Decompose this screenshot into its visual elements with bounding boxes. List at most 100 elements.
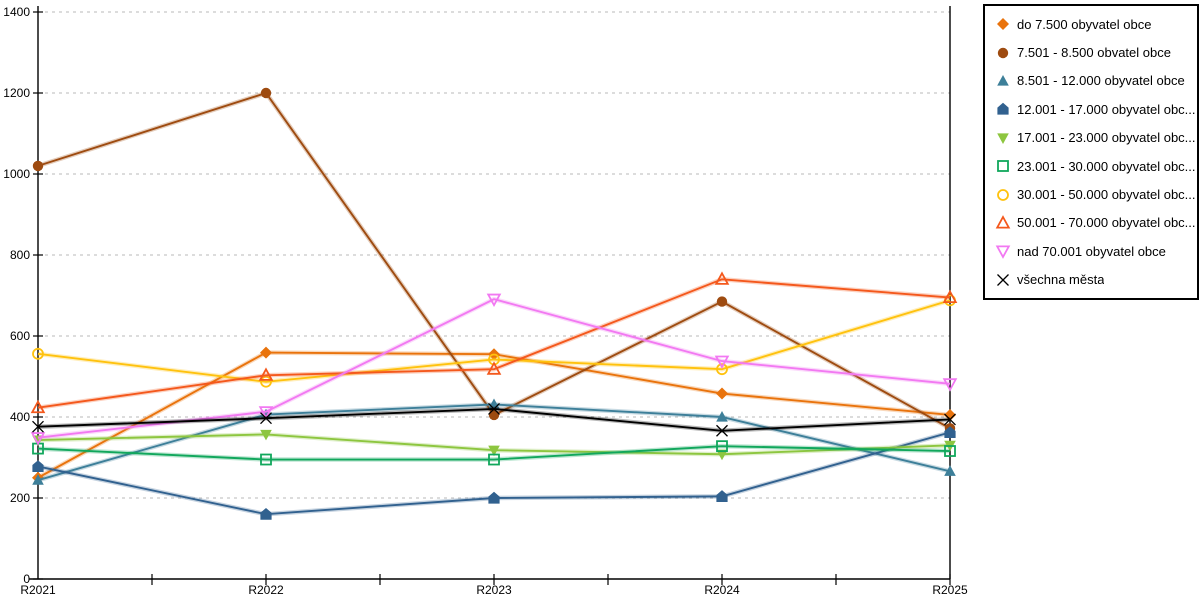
series-3 — [32, 426, 956, 520]
data-point-R2024 — [714, 271, 730, 285]
y-tick-label-1200: 1200 — [3, 86, 30, 100]
x-tick-label-R2024: R2024 — [704, 583, 740, 597]
legend-item-1[interactable]: 7.501 - 8.500 obvatel obce — [995, 39, 1197, 66]
data-point-R2024 — [716, 296, 728, 307]
data-point-R2023 — [488, 491, 500, 504]
legend-item-label: nad 70.001 obyvatel obce — [1017, 243, 1166, 259]
square-hollow-legend-icon — [997, 160, 1009, 173]
data-point-R2023 — [486, 361, 502, 375]
data-point-R2023 — [488, 445, 500, 457]
data-point-R2021 — [30, 432, 46, 446]
x-tick-label-R2025: R2025 — [932, 583, 968, 597]
data-point-R2022 — [260, 408, 272, 420]
legend-item-label: 50.001 - 70.000 obyvatel obc... — [1017, 215, 1196, 231]
data-point-R2024 — [716, 411, 728, 422]
diamond-filled-legend-icon — [997, 18, 1009, 31]
series-line — [37, 91, 951, 430]
y-tick-label-200: 200 — [10, 491, 30, 505]
legend-item-9[interactable]: všechna města — [995, 266, 1197, 293]
x-glyph — [997, 273, 1009, 286]
data-point-R2021 — [30, 399, 46, 414]
series-5 — [32, 440, 956, 466]
y-tick-label-1400: 1400 — [3, 5, 30, 19]
legend-item-label: 23.001 - 30.000 obyvatel obc... — [1017, 158, 1196, 174]
data-point-R2025 — [942, 289, 958, 304]
triangle-up-hollow-glyph — [995, 215, 1011, 229]
data-point-R2022 — [260, 346, 272, 359]
triangle-down-hollow-glyph — [995, 245, 1011, 260]
triangle-up-hollow-legend-icon — [995, 215, 1011, 229]
legend-item-label: 8.501 - 12.000 obyvatel obce — [1017, 73, 1185, 89]
triangle-up-filled-glyph — [997, 74, 1009, 86]
data-point-R2025 — [944, 445, 956, 457]
data-point-R2023 — [486, 293, 502, 308]
data-point-R2021 — [32, 160, 44, 172]
legend-item-6[interactable]: 30.001 - 50.000 obyvatel obc... — [995, 181, 1197, 208]
legend-item-7[interactable]: 50.001 - 70.000 obyvatel obc... — [995, 209, 1197, 236]
data-point-R2024 — [716, 424, 728, 437]
data-point-R2022 — [260, 453, 272, 466]
x-tick-label-R2021: R2021 — [20, 583, 56, 597]
series-line — [37, 278, 951, 409]
data-point-R2021 — [32, 460, 44, 473]
y-tick-label-0: 0 — [23, 572, 30, 586]
legend-item-label: 30.001 - 50.000 obyvatel obc... — [1017, 187, 1196, 203]
circle-filled-legend-icon — [997, 47, 1009, 58]
legend-item-5[interactable]: 23.001 - 30.000 obyvatel obc... — [995, 153, 1197, 180]
legend-item-label: 12.001 - 17.000 obyvatel obc... — [1017, 101, 1196, 117]
x-legend-icon — [997, 273, 1009, 286]
diamond-filled-glyph — [997, 18, 1009, 31]
data-point-R2022 — [258, 367, 274, 381]
series-line-glow — [37, 90, 952, 431]
legend-item-3[interactable]: 12.001 - 17.000 obyvatel obc... — [995, 96, 1197, 123]
x-tick-label-R2023: R2023 — [476, 583, 512, 597]
data-point-R2022 — [260, 508, 272, 520]
y-tick-label-400: 400 — [10, 410, 30, 424]
data-point-R2021 — [32, 420, 44, 433]
data-point-R2022 — [260, 429, 272, 441]
legend-item-4[interactable]: 17.001 - 23.000 obyvatel obc... — [995, 124, 1197, 151]
legend-item-label: 7.501 - 8.500 obvatel obce — [1017, 45, 1171, 61]
square-hollow-glyph — [997, 160, 1009, 173]
legend-item-0[interactable]: do 7.500 obyvatel obce — [995, 11, 1197, 38]
triangle-down-hollow-legend-icon — [995, 245, 1011, 260]
data-point-R2025 — [944, 408, 956, 421]
legend-item-label: do 7.500 obyvatel obce — [1017, 16, 1152, 32]
data-point-R2024 — [716, 440, 728, 453]
pentagon-filled-legend-icon — [997, 103, 1009, 115]
series-line — [37, 445, 951, 461]
series-9 — [32, 402, 956, 437]
data-point-R2023 — [488, 453, 500, 466]
data-point-R2022 — [260, 412, 272, 425]
data-point-R2025 — [944, 413, 956, 426]
circle-hollow-legend-icon — [997, 188, 1009, 201]
triangle-down-filled-glyph — [997, 133, 1009, 144]
series-line — [37, 299, 951, 383]
data-point-R2021 — [32, 474, 44, 485]
data-point-R2024 — [716, 363, 728, 376]
legend: do 7.500 obyvatel obce 7.501 - 8.500 obva… — [983, 4, 1199, 300]
circle-filled-glyph — [997, 47, 1009, 58]
triangle-down-filled-legend-icon — [997, 133, 1009, 144]
legend-item-label: 17.001 - 23.000 obyvatel obc... — [1017, 130, 1196, 146]
y-tick-label-800: 800 — [10, 248, 30, 262]
data-point-R2024 — [714, 355, 730, 369]
x-tick-label-R2022: R2022 — [248, 583, 284, 597]
data-point-R2025 — [944, 426, 956, 438]
legend-item-8[interactable]: nad 70.001 obyvatel obce — [995, 238, 1197, 265]
y-tick-label-1000: 1000 — [3, 167, 30, 181]
data-point-R2022 — [260, 87, 272, 99]
data-point-R2023 — [488, 402, 500, 415]
series-4 — [32, 429, 956, 461]
legend-item-2[interactable]: 8.501 - 12.000 obyvatel obce — [995, 67, 1197, 94]
pentagon-filled-glyph — [997, 103, 1009, 115]
data-point-R2024 — [716, 387, 728, 400]
data-point-R2021 — [32, 347, 44, 360]
data-point-R2022 — [258, 406, 274, 420]
data-point-R2025 — [944, 465, 956, 476]
series-7 — [30, 271, 958, 414]
y-tick-label-600: 600 — [10, 329, 30, 343]
legend-item-label: všechna města — [1017, 272, 1105, 288]
